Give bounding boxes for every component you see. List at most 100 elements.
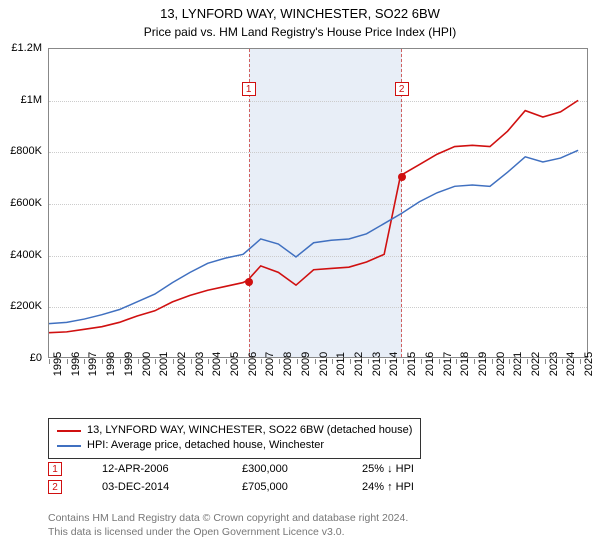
x-tick-label: 2025 xyxy=(583,352,595,376)
legend-swatch-hpi xyxy=(57,445,81,447)
sale-marker-1: 1 xyxy=(48,462,62,476)
x-tick-label: 2006 xyxy=(247,352,259,376)
legend-label-hpi: HPI: Average price, detached house, Winc… xyxy=(87,438,324,453)
x-tick xyxy=(120,359,121,364)
y-tick-label: £1M xyxy=(2,94,42,106)
x-tick-label: 2023 xyxy=(548,352,560,376)
page-title: 13, LYNFORD WAY, WINCHESTER, SO22 6BW xyxy=(0,0,600,23)
series-hpi xyxy=(49,150,578,323)
y-tick-label: £200K xyxy=(2,300,42,312)
x-tick xyxy=(102,359,103,364)
sale-row-1: 1 12-APR-2006 £300,000 25% ↓ HPI xyxy=(48,462,588,476)
x-tick xyxy=(67,359,68,364)
x-tick-label: 2009 xyxy=(300,352,312,376)
x-tick-label: 1995 xyxy=(52,352,64,376)
y-tick-label: £0 xyxy=(2,352,42,364)
x-tick-label: 2018 xyxy=(459,352,471,376)
sale-point xyxy=(245,278,253,286)
footer-line-1: Contains HM Land Registry data © Crown c… xyxy=(48,512,588,526)
x-tick xyxy=(173,359,174,364)
x-tick-label: 2015 xyxy=(406,352,418,376)
x-tick xyxy=(138,359,139,364)
x-tick xyxy=(350,359,351,364)
x-tick-label: 2003 xyxy=(194,352,206,376)
x-tick-label: 1998 xyxy=(105,352,117,376)
x-tick-label: 2021 xyxy=(512,352,524,376)
x-tick xyxy=(244,359,245,364)
x-tick-label: 2000 xyxy=(141,352,153,376)
x-tick-label: 1997 xyxy=(87,352,99,376)
legend-swatch-price xyxy=(57,430,81,432)
y-tick-label: £1.2M xyxy=(2,42,42,54)
x-tick xyxy=(509,359,510,364)
legend-item-hpi: HPI: Average price, detached house, Winc… xyxy=(57,438,412,453)
legend-label-price: 13, LYNFORD WAY, WINCHESTER, SO22 6BW (d… xyxy=(87,423,412,438)
plot-region: 12 xyxy=(48,48,588,358)
x-tick-label: 2007 xyxy=(264,352,276,376)
x-tick xyxy=(368,359,369,364)
x-tick xyxy=(261,359,262,364)
x-tick xyxy=(49,359,50,364)
legend-box: 13, LYNFORD WAY, WINCHESTER, SO22 6BW (d… xyxy=(48,418,421,459)
x-tick-label: 2004 xyxy=(211,352,223,376)
sale-date-1: 12-APR-2006 xyxy=(102,463,202,475)
x-tick xyxy=(456,359,457,364)
sale-point xyxy=(398,173,406,181)
sale-delta-1: 25% ↓ HPI xyxy=(362,463,414,475)
y-tick-label: £800K xyxy=(2,145,42,157)
sale-marker-2: 2 xyxy=(48,480,62,494)
x-tick xyxy=(297,359,298,364)
x-tick-label: 2017 xyxy=(442,352,454,376)
sale-delta-2: 24% ↑ HPI xyxy=(362,481,414,493)
x-tick xyxy=(562,359,563,364)
footer: Contains HM Land Registry data © Crown c… xyxy=(48,512,588,539)
legend: 13, LYNFORD WAY, WINCHESTER, SO22 6BW (d… xyxy=(48,418,588,459)
x-tick-label: 1996 xyxy=(70,352,82,376)
x-tick xyxy=(492,359,493,364)
line-layer xyxy=(49,49,587,357)
x-tick xyxy=(332,359,333,364)
x-tick-label: 2001 xyxy=(158,352,170,376)
sale-date-2: 03-DEC-2014 xyxy=(102,481,202,493)
x-tick xyxy=(474,359,475,364)
x-tick xyxy=(84,359,85,364)
x-tick xyxy=(403,359,404,364)
x-tick xyxy=(527,359,528,364)
x-tick-label: 2002 xyxy=(176,352,188,376)
x-tick xyxy=(315,359,316,364)
y-tick-label: £600K xyxy=(2,197,42,209)
x-tick-label: 2014 xyxy=(388,352,400,376)
x-tick xyxy=(421,359,422,364)
series-price_paid xyxy=(49,100,578,332)
x-tick xyxy=(155,359,156,364)
x-tick-label: 2010 xyxy=(318,352,330,376)
x-tick xyxy=(226,359,227,364)
x-tick-label: 2011 xyxy=(335,352,347,376)
page-subtitle: Price paid vs. HM Land Registry's House … xyxy=(0,23,600,39)
x-tick xyxy=(191,359,192,364)
x-tick-label: 2013 xyxy=(371,352,383,376)
x-tick xyxy=(439,359,440,364)
x-tick xyxy=(580,359,581,364)
sale-price-2: £705,000 xyxy=(242,481,322,493)
x-tick-label: 2022 xyxy=(530,352,542,376)
chart-marker-1: 1 xyxy=(242,82,256,96)
x-tick-label: 2012 xyxy=(353,352,365,376)
sales-table: 1 12-APR-2006 £300,000 25% ↓ HPI 2 03-DE… xyxy=(48,462,588,498)
x-tick-label: 2024 xyxy=(565,352,577,376)
x-tick-label: 2016 xyxy=(424,352,436,376)
legend-item-price: 13, LYNFORD WAY, WINCHESTER, SO22 6BW (d… xyxy=(57,423,412,438)
x-tick xyxy=(545,359,546,364)
sale-row-2: 2 03-DEC-2014 £705,000 24% ↑ HPI xyxy=(48,480,588,494)
chart-marker-2: 2 xyxy=(395,82,409,96)
x-tick xyxy=(208,359,209,364)
x-tick-label: 2020 xyxy=(495,352,507,376)
y-tick-label: £400K xyxy=(2,249,42,261)
x-tick xyxy=(385,359,386,364)
chart-area: 12 £0£200K£400K£600K£800K£1M£1.2M1995199… xyxy=(0,44,600,414)
x-tick xyxy=(279,359,280,364)
x-tick-label: 2005 xyxy=(229,352,241,376)
x-tick-label: 2019 xyxy=(477,352,489,376)
chart-container: 13, LYNFORD WAY, WINCHESTER, SO22 6BW Pr… xyxy=(0,0,600,560)
sale-price-1: £300,000 xyxy=(242,463,322,475)
